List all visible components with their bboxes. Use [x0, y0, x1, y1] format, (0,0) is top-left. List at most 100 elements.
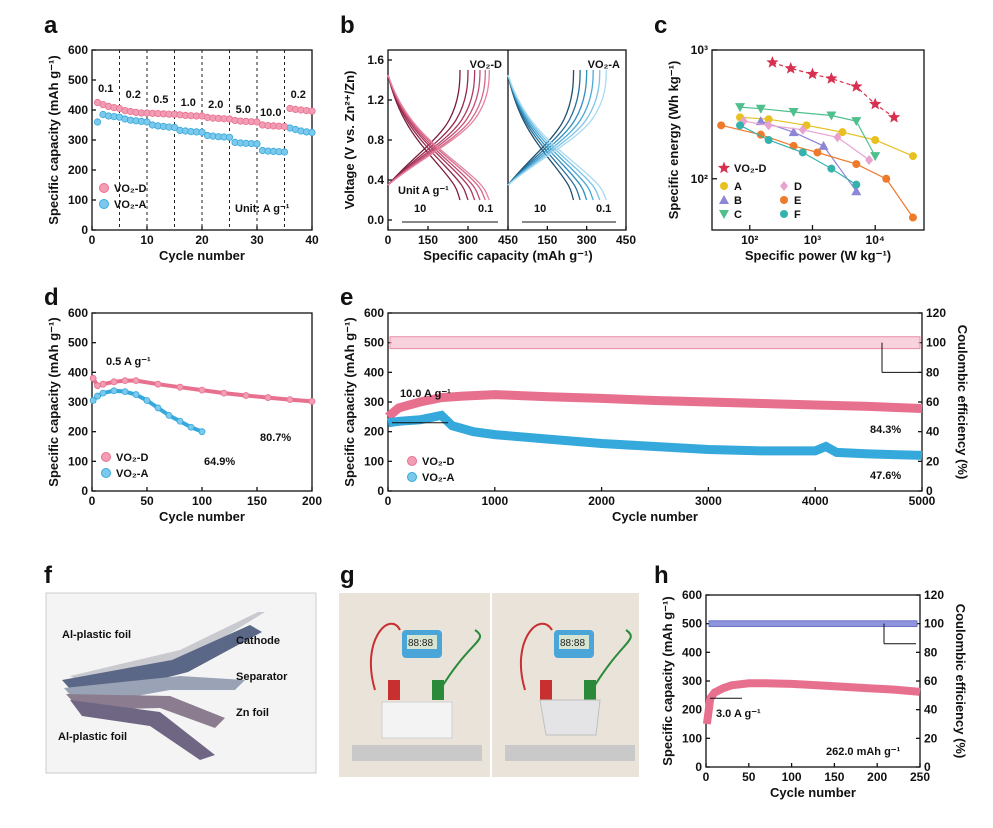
c-xtick-label: 10²	[741, 233, 758, 247]
d-xtick-label: 0	[89, 494, 96, 508]
c-point-series-3	[735, 103, 746, 113]
red-wire-right	[519, 622, 553, 691]
a-point-vo2-a	[198, 128, 206, 136]
c-point-series-0	[766, 56, 779, 68]
a-point-vo2-d	[308, 107, 316, 115]
c-point-series-2	[818, 140, 829, 150]
a-xtick-label: 20	[195, 233, 209, 247]
e-legend-vo2-d-label: VO₂-D	[422, 456, 454, 468]
b-vo2-d-charge-curve	[387, 69, 476, 186]
a-xtick-label: 10	[140, 233, 154, 247]
h-y2tick-label: 80	[924, 645, 938, 659]
h-xtick-label: 150	[824, 770, 844, 784]
cathode-layer	[62, 625, 262, 700]
c-point-series-6	[852, 180, 861, 189]
c-legend-label-E: E	[794, 195, 801, 207]
c-point-series-0	[887, 110, 901, 123]
e-line-vo2-a	[387, 410, 923, 460]
panel-letter-d: d	[44, 284, 59, 311]
b-vo2-a-discharge-curve	[507, 74, 575, 201]
h-xtick-label: 0	[703, 770, 710, 784]
d-retention-d: 80.7%	[260, 432, 291, 444]
panel-letter-f: f	[44, 562, 53, 589]
a-point-vo2-a	[170, 123, 179, 132]
d-ytick-label: 600	[68, 306, 88, 320]
d-point-vo2-d	[286, 396, 294, 404]
c-point-series-6	[764, 136, 773, 144]
b-vo2-d-charge-curve	[387, 69, 481, 186]
d-point-vo2-d	[121, 377, 129, 385]
d-point-vo2-a	[143, 397, 151, 404]
b-vo2-d-discharge-curve	[387, 74, 461, 201]
b-vo2-a-discharge-curve	[507, 74, 588, 201]
c-point-series-4	[798, 124, 807, 135]
e-retention-d: 84.3%	[870, 424, 901, 436]
h-y2tick-label: 20	[924, 731, 938, 745]
h-xlabel: Cycle number	[770, 785, 856, 800]
e-legend-vo2-a-marker	[407, 472, 417, 482]
c-series-line-1	[739, 116, 914, 157]
c-point-series-5	[908, 213, 917, 222]
c-point-series-1	[908, 152, 917, 161]
panel-letter-h: h	[654, 562, 669, 589]
e-y2tick-label: 80	[926, 365, 940, 379]
ruler-right	[505, 745, 635, 761]
a-rate-label: 2.0	[208, 99, 223, 111]
b-xlabel: Specific capacity (mAh g⁻¹)	[423, 248, 592, 263]
a-ytick-label: 200	[68, 163, 88, 177]
c-point-series-1	[838, 128, 847, 137]
d-point-vo2-d	[154, 380, 162, 388]
d-point-vo2-d	[308, 398, 316, 405]
h-y2tick-label: 100	[924, 617, 944, 631]
b-ylabel: Voltage (V vs. Zn²⁺/Zn)	[342, 71, 357, 210]
b-xtick-label: 150	[418, 233, 438, 247]
a-xlabel: Cycle number	[159, 248, 245, 263]
a-rate-label: 0.2	[126, 89, 141, 101]
h-ytick-label: 600	[682, 588, 702, 602]
h-y2tick-label: 0	[924, 760, 931, 774]
c-point-series-6	[798, 148, 807, 157]
c-point-series-3	[870, 152, 881, 162]
a-rate-label: 5.0	[236, 104, 251, 116]
d-annotation: 0.5 A g⁻¹	[106, 356, 151, 368]
c-point-series-4	[764, 120, 773, 131]
panel-letter-b: b	[340, 12, 355, 39]
c-legend-marker-vo2-d	[717, 161, 731, 174]
b-title-left: VO₂-D	[470, 59, 502, 71]
a-legend-vo2-d-marker	[99, 183, 109, 193]
h-ytick-label: 500	[682, 617, 702, 631]
e-xlabel: Cycle number	[612, 509, 698, 524]
b-title-right: VO₂-A	[588, 59, 620, 71]
timer-display-right: 88:88	[560, 638, 585, 649]
c-point-series-4	[865, 154, 874, 165]
c-xlabel: Specific power (W kg⁻¹)	[745, 248, 891, 263]
pouch-cell-folded	[539, 699, 601, 736]
c-point-series-3	[755, 104, 766, 114]
d-ytick-label: 300	[68, 395, 88, 409]
d-point-vo2-a	[132, 391, 140, 398]
b-vo2-a-discharge-curve	[507, 74, 607, 201]
e-annotation: 10.0 A g⁻¹	[400, 388, 451, 400]
e-xtick-label: 1000	[481, 494, 508, 508]
a-point-vo2-a	[253, 140, 261, 148]
label-al-foil-top: Al-plastic foil	[62, 629, 131, 641]
a-ytick-label: 100	[68, 193, 88, 207]
h-line-capacity	[702, 679, 921, 725]
d-point-vo2-d	[94, 382, 101, 390]
d-point-vo2-d	[176, 383, 184, 391]
d-point-vo2-d	[110, 378, 118, 386]
c-legend-marker-D	[780, 181, 788, 191]
b-ytick-label: 0.4	[367, 173, 384, 187]
c-point-series-3	[826, 111, 837, 121]
h-annotation: 3.0 A g⁻¹	[716, 708, 761, 720]
e-xtick-label: 2000	[588, 494, 615, 508]
c-legend-marker-B	[719, 195, 729, 204]
chart-a: 0 100 200 300 400 500 600 0 10 20 30 40 Cycle number…	[46, 43, 319, 263]
panel-letter-c: c	[654, 12, 667, 39]
h-y2tick-label: 40	[924, 703, 938, 717]
c-point-series-1	[871, 136, 880, 144]
a-ytick-label: 600	[68, 43, 88, 57]
b-ytick-label: 0.8	[367, 133, 384, 147]
c-legend-label-B: B	[734, 195, 742, 207]
b-vo2-a-charge-curve	[507, 69, 601, 186]
